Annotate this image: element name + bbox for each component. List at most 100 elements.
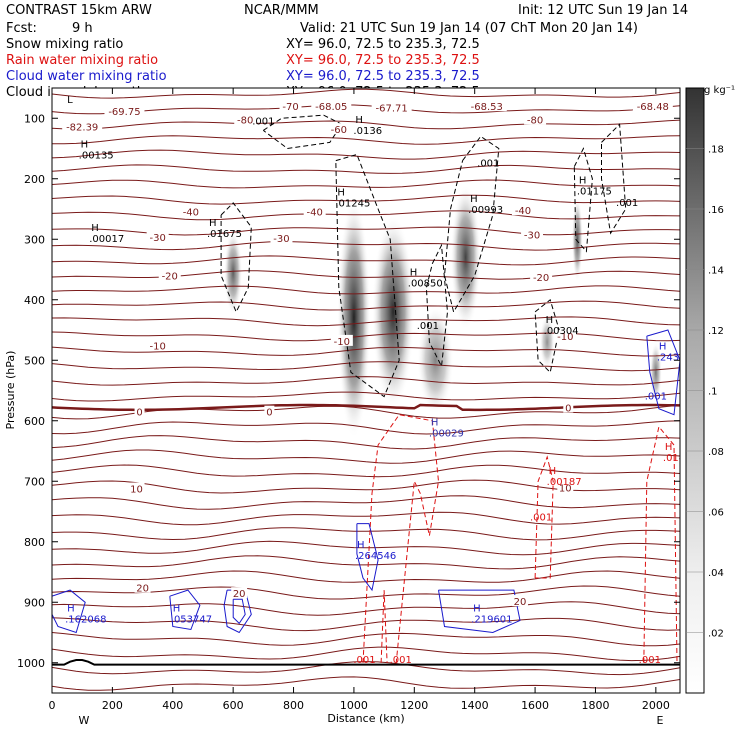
snow-cell — [372, 215, 415, 409]
temperature-label-bg — [530, 270, 553, 282]
colorbar-tick-label: .06 — [708, 508, 724, 519]
temperature-contour — [52, 255, 680, 266]
temperature-contour — [52, 540, 680, 556]
temperature-contour — [52, 479, 680, 494]
contour-label: .001 — [390, 655, 412, 666]
max-min-value: .264546 — [355, 551, 396, 562]
temperature-label-bg — [466, 100, 507, 112]
rain-contour — [380, 590, 388, 663]
temperature-contour — [52, 632, 680, 647]
y-tick-label: 500 — [24, 354, 45, 367]
max-min-marker: H — [173, 603, 181, 614]
max-min-marker: H — [659, 341, 667, 352]
colorbar-tick-label: .04 — [708, 568, 724, 579]
temperature-label: -30 — [524, 230, 540, 241]
temperature-contour — [52, 661, 680, 676]
max-min-marker: H — [665, 442, 673, 453]
colorbar-tick-label: .1 — [708, 387, 718, 398]
x-tick-label: 0 — [49, 699, 56, 712]
temperature-label-bg — [270, 232, 293, 244]
y-tick-label: 1000 — [17, 657, 45, 670]
temperature-label: 0 — [565, 403, 571, 414]
max-min-value: .00304 — [544, 326, 579, 337]
temperature-contour — [52, 88, 680, 99]
max-min-value: .01409 — [663, 453, 698, 464]
cloud-water-contour — [356, 523, 379, 592]
x-tick-label: 1600 — [521, 699, 549, 712]
contour-label: .001 — [645, 392, 667, 403]
max-min-value: .162068 — [65, 614, 106, 625]
cloud-water-contour — [169, 589, 201, 631]
x-tick-label: 800 — [283, 699, 304, 712]
max-min-value: .01245 — [335, 199, 370, 210]
contour-label: .001 — [252, 116, 274, 127]
contour-label: .001 — [477, 159, 499, 170]
temperature-label-bg — [557, 481, 574, 493]
temperature-label: -40 — [515, 206, 531, 217]
freezing-level-contour — [52, 403, 680, 412]
temperature-label: -68.05 — [315, 102, 347, 113]
cloud-ice-contour — [573, 147, 593, 253]
max-min-marker: L — [67, 95, 73, 106]
temperature-contour — [52, 179, 680, 189]
temperature-label-bg — [146, 339, 169, 351]
y-tick-label: 200 — [24, 173, 45, 186]
temperature-contour — [52, 285, 680, 295]
y-tick-label: 400 — [24, 294, 45, 307]
y-tick-label: 600 — [24, 415, 45, 428]
max-min-value: .01675 — [207, 229, 242, 240]
temperature-label-bg — [231, 587, 248, 599]
temperature-label-bg — [134, 405, 145, 417]
temperature-label-bg — [279, 100, 302, 112]
field-name: Rain water mixing ratio — [6, 53, 158, 68]
temperature-label-bg — [632, 100, 673, 112]
max-min-value: .00187 — [547, 477, 582, 488]
temperature-contour — [52, 135, 680, 145]
temperature-label: 10 — [130, 485, 143, 496]
temperature-label-bg — [524, 113, 547, 125]
max-min-marker: H — [431, 418, 439, 429]
temperature-contour — [52, 241, 680, 251]
snow-cell — [571, 196, 583, 282]
colorbar-tick-label: .12 — [708, 326, 724, 337]
rain-contour — [362, 414, 440, 663]
temperature-contour — [52, 361, 680, 372]
temperature-contour — [52, 435, 680, 450]
rain-contour — [534, 455, 554, 579]
colorbar-unit: g kg⁻¹ — [704, 85, 735, 96]
valid-time: Valid: 21 UTC Sun 19 Jan 14 (07 ChT Mon … — [300, 21, 638, 36]
temperature-label-bg — [62, 120, 103, 132]
x-tick-label: 1000 — [340, 699, 368, 712]
temperature-label: -40 — [307, 207, 323, 218]
x-axis-title: Distance (km) — [327, 712, 404, 725]
max-min-value: .243526 — [657, 352, 698, 363]
chart-title: CONTRAST 15km ARW — [6, 3, 152, 18]
max-min-marker: H — [579, 176, 587, 187]
cloud-ice-contour — [220, 202, 252, 314]
max-min-marker: H — [91, 223, 99, 234]
colorbar-ticks: .02 .04 .06 .08 .1 .12 .14 .16 .18 — [686, 145, 724, 640]
temperature-contour — [52, 555, 680, 570]
temperature-label-bg — [303, 205, 326, 217]
max-min-marker: H — [209, 218, 217, 229]
temperature-label: 0 — [266, 408, 272, 419]
temperature-label-bg — [554, 330, 577, 342]
temperature-contour — [52, 420, 680, 435]
snow-cell — [417, 305, 454, 415]
max-min-marker: H — [357, 540, 365, 551]
colorbar-tick-label: .08 — [708, 447, 724, 458]
field-name: Cloud water mixing ratio — [6, 69, 167, 84]
max-min-value: .01175 — [577, 187, 612, 198]
field-xy: XY= 96.0, 72.5 to 235.3, 72.5 — [286, 53, 480, 68]
snow-cell — [539, 314, 555, 370]
max-min-value: .00850 — [408, 279, 443, 290]
x-tick-label: 200 — [102, 699, 123, 712]
temperature-contour — [52, 646, 680, 662]
colorbar-tick-label: .16 — [708, 205, 724, 216]
temperature-label-bg — [563, 401, 574, 413]
axes: 0 200 400 600 800 1000 1200 1400 1600 1800 2000100… — [17, 88, 680, 712]
y-tick-label: 100 — [24, 112, 45, 125]
temperature-contour — [52, 300, 680, 311]
field-xy: XY= 96.0, 72.5 to 235.3, 72.5 — [286, 37, 480, 52]
temperature-label-bg — [134, 581, 151, 593]
